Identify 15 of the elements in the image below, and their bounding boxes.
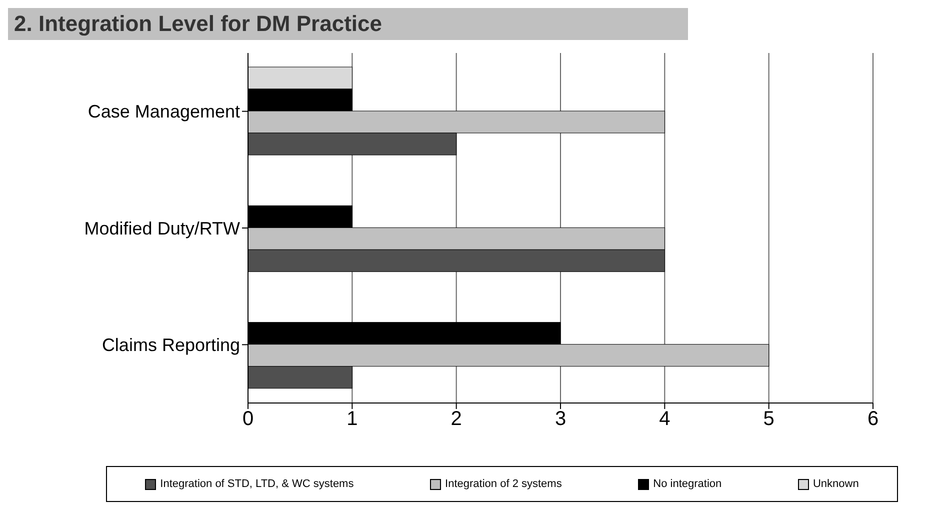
y-tick-label: Case Management xyxy=(88,102,240,122)
legend-label: Unknown xyxy=(812,478,859,490)
y-tick-label: Modified Duty/RTW xyxy=(84,218,240,238)
x-tick-label: 2 xyxy=(450,408,462,430)
x-tick-label: 4 xyxy=(659,408,670,430)
x-tick-label: 0 xyxy=(242,408,254,430)
legend-label: Integration of STD, LTD, & WC systems xyxy=(160,478,354,490)
x-tick-label: 3 xyxy=(554,408,566,430)
y-tick-label: Claims Reporting xyxy=(102,335,240,356)
x-tick-label: 5 xyxy=(763,408,774,430)
legend-label: No integration xyxy=(653,478,722,490)
chart-title: 2. Integration Level for DM Practice xyxy=(8,8,688,40)
legend-label: Integration of 2 systems xyxy=(445,478,562,490)
x-tick-label: 6 xyxy=(867,408,879,430)
x-tick-label: 1 xyxy=(346,408,358,430)
